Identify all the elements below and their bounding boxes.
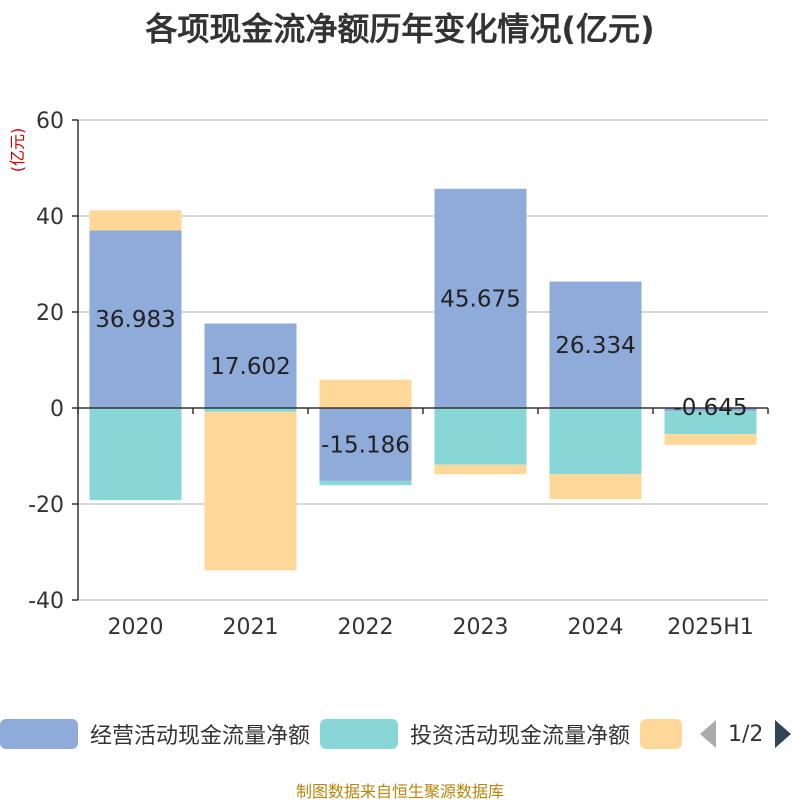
bar-segment-series-2-2024 [549,474,642,500]
bar-segment-series-1-2023 [434,408,527,465]
legend-label-investing: 投资活动现金流量净额 [410,724,631,749]
chart-title: 各项现金流净额历年变化情况(亿元) [145,10,655,48]
data-labels: 36.983 17.602 -15.186 45.675 26.334 -0.645 [95,286,747,458]
legend-label-operating: 经营活动现金流量净额 [90,724,311,749]
y-tick-label: 60 [36,109,64,134]
bar-segment-series-1-2024 [549,408,642,475]
legend-pager: 1/2 [700,716,792,752]
bar-segment-series-1-2021 [204,408,297,412]
bar-segment-series-0-2022 [319,408,412,481]
legend-swatch-financing [640,719,682,749]
bar-segment-series-1-2020 [89,408,182,501]
legend-page-indicator: 1/2 [728,721,764,747]
legend: 经营活动现金流量净额 投资活动现金流量净额 1/2 [0,716,800,752]
legend-swatch-investing [320,719,398,749]
legend-swatch-operating [0,719,78,749]
bars [89,188,757,571]
bar-segment-series-0-2023 [434,188,527,408]
legend-item-investing[interactable]: 投资活动现金流量净额 [320,716,630,752]
data-label-2020: 36.983 [95,307,175,333]
x-tick-label: 2022 [338,615,394,640]
data-label-2022: -15.186 [321,432,410,458]
bar-segment-series-1-2022 [319,480,412,486]
bar-segment-series-2-2025H1 [664,434,757,445]
x-tick-label: 2021 [223,615,279,640]
y-tick-label: 20 [36,301,64,326]
x-tick-label: 2024 [568,615,624,640]
bar-segment-series-2-2022 [319,379,412,408]
bar-segment-series-0-2020 [89,230,182,408]
bar-segment-series-2-2023 [434,464,527,475]
bar-segment-series-0-2025H1 [664,408,757,412]
x-tick-label: 2025H1 [667,615,754,640]
legend-prev-page-icon[interactable] [700,720,716,748]
bar-segment-series-0-2021 [204,323,297,408]
bar-segment-series-2-2021 [204,411,297,571]
data-label-2024: 26.334 [555,333,635,359]
data-label-2025H1: -0.645 [673,395,747,421]
y-tick-label: 40 [36,205,64,230]
grid-lines [78,119,768,601]
legend-item-operating[interactable]: 经营活动现金流量净额 [0,716,310,752]
data-label-2023: 45.675 [440,286,520,312]
legend-next-page-icon[interactable] [775,720,792,748]
bar-segment-series-2-2020 [89,210,182,231]
bar-segment-series-1-2025H1 [664,411,757,435]
y-tick-label: -20 [28,493,64,518]
x-tick-label: 2020 [108,615,164,640]
axes: 60 40 20 0 -20 -40 2020 2021 2022 2023 2024 2025H1 [28,109,769,640]
legend-item-financing[interactable] [640,716,682,752]
y-tick-label: 0 [50,397,64,422]
bar-segment-series-0-2024 [549,281,642,408]
data-source-footer: 制图数据来自恒生聚源数据库 [295,782,504,801]
x-tick-label: 2023 [453,615,509,640]
data-label-2021: 17.602 [210,354,290,380]
y-tick-label: -40 [28,589,64,614]
